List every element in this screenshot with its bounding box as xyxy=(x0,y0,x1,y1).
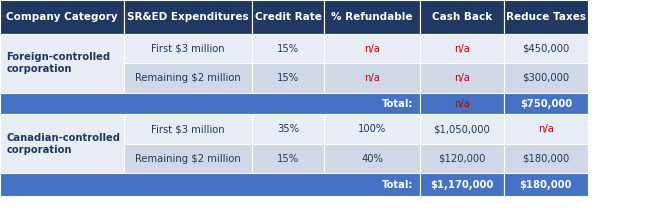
Bar xyxy=(324,34,420,63)
Bar xyxy=(0,93,420,114)
Text: 15%: 15% xyxy=(277,154,299,164)
Bar xyxy=(504,93,588,114)
Bar xyxy=(504,34,588,63)
Text: n/a: n/a xyxy=(454,99,470,109)
Text: 15%: 15% xyxy=(277,44,299,53)
Bar xyxy=(124,114,252,144)
Text: n/a: n/a xyxy=(538,124,554,134)
Bar xyxy=(252,34,324,63)
Bar xyxy=(504,63,588,93)
Text: First $3 million: First $3 million xyxy=(151,44,225,53)
Text: Canadian-controlled
corporation: Canadian-controlled corporation xyxy=(6,133,120,155)
Bar xyxy=(324,63,420,93)
Bar xyxy=(324,144,420,173)
Bar xyxy=(504,0,588,34)
Text: 35%: 35% xyxy=(277,124,299,134)
Bar xyxy=(420,0,504,34)
Text: % Refundable: % Refundable xyxy=(331,12,413,22)
Bar xyxy=(252,0,324,34)
Text: $180,000: $180,000 xyxy=(522,154,570,164)
Bar xyxy=(420,63,504,93)
Text: n/a: n/a xyxy=(454,44,470,53)
Text: Foreign-controlled
corporation: Foreign-controlled corporation xyxy=(6,52,110,74)
Text: Credit Rate: Credit Rate xyxy=(255,12,322,22)
Text: $1,050,000: $1,050,000 xyxy=(433,124,490,134)
Bar xyxy=(124,0,252,34)
Bar xyxy=(0,0,124,34)
Text: n/a: n/a xyxy=(454,73,470,83)
Bar xyxy=(420,34,504,63)
Bar xyxy=(124,144,252,173)
Text: Reduce Taxes: Reduce Taxes xyxy=(506,12,586,22)
Bar xyxy=(504,114,588,144)
Bar xyxy=(0,34,124,93)
Bar xyxy=(124,63,252,93)
Text: 15%: 15% xyxy=(277,73,299,83)
Text: $180,000: $180,000 xyxy=(519,180,572,190)
Bar xyxy=(420,114,504,144)
Text: Total:: Total: xyxy=(382,99,413,109)
Bar xyxy=(252,63,324,93)
Bar xyxy=(324,114,420,144)
Text: 40%: 40% xyxy=(361,154,383,164)
Bar xyxy=(504,144,588,173)
Bar xyxy=(420,173,504,196)
Bar xyxy=(0,114,124,173)
Text: $750,000: $750,000 xyxy=(520,99,572,109)
Text: $450,000: $450,000 xyxy=(522,44,570,53)
Text: Total:: Total: xyxy=(382,180,413,190)
Text: $120,000: $120,000 xyxy=(438,154,486,164)
Text: $1,170,000: $1,170,000 xyxy=(430,180,494,190)
Bar xyxy=(252,144,324,173)
Bar xyxy=(504,173,588,196)
Text: Cash Back: Cash Back xyxy=(432,12,492,22)
Text: Remaining $2 million: Remaining $2 million xyxy=(135,154,241,164)
Text: Company Category: Company Category xyxy=(6,12,118,22)
Bar xyxy=(420,93,504,114)
Bar xyxy=(124,34,252,63)
Text: Remaining $2 million: Remaining $2 million xyxy=(135,73,241,83)
Text: 100%: 100% xyxy=(358,124,386,134)
Text: SR&ED Expenditures: SR&ED Expenditures xyxy=(127,12,249,22)
Bar xyxy=(252,114,324,144)
Text: n/a: n/a xyxy=(364,73,380,83)
Bar xyxy=(0,173,420,196)
Text: n/a: n/a xyxy=(364,44,380,53)
Bar xyxy=(420,144,504,173)
Bar xyxy=(324,0,420,34)
Text: First $3 million: First $3 million xyxy=(151,124,225,134)
Text: $300,000: $300,000 xyxy=(523,73,569,83)
